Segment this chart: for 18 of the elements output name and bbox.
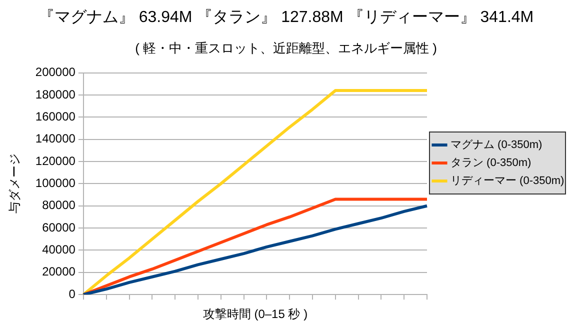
chart-title: 『マグナム』 63.94M 『タラン』 127.88M 『リディーマー』 341.4M [38, 9, 534, 26]
x-axis-title: 攻撃時間 (0–15 秒 ) [202, 307, 308, 322]
y-tick-label: 160000 [35, 109, 76, 124]
y-axis-title: 与ダメージ [8, 154, 22, 214]
y-tick-label: 60000 [42, 220, 76, 234]
y-tick-label: 40000 [42, 242, 76, 257]
y-tick-label: 80000 [42, 198, 76, 212]
chart-subtitle: ( 軽・中・重スロット、近距離型、エネルギー属性 ) [135, 40, 437, 56]
y-tick-label: 200000 [35, 65, 76, 80]
y-tick-label: 0 [68, 286, 76, 301]
legend-label: タラン (0-350m) [450, 157, 532, 170]
y-tick-label: 20000 [42, 264, 76, 279]
y-tick-label: 140000 [35, 132, 76, 146]
legend-label: リディーマー (0-350m) [450, 175, 564, 188]
y-tick-label: 120000 [35, 154, 76, 168]
y-tick-label: 180000 [35, 87, 76, 102]
y-tick-label: 100000 [35, 176, 76, 190]
legend-label: マグナム (0-350m) [450, 139, 542, 152]
